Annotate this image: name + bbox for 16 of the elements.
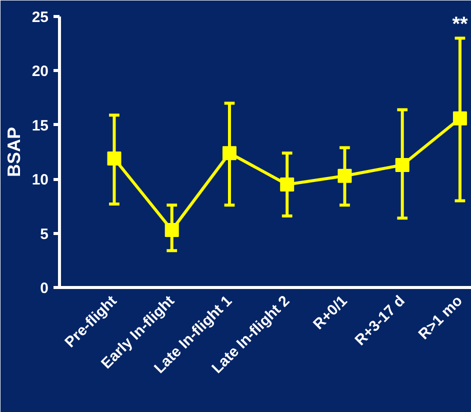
annotation: ** — [452, 14, 468, 36]
y-tick-label: 5 — [40, 226, 48, 243]
point — [280, 178, 294, 192]
point — [164, 223, 179, 238]
y-tick-label: 20 — [32, 63, 49, 80]
y-tick-label: 0 — [40, 280, 48, 297]
y-tick-label: 15 — [32, 117, 49, 134]
point — [107, 152, 122, 166]
point — [338, 168, 352, 183]
point — [222, 146, 236, 160]
y-axis-title: BSAP — [4, 126, 24, 178]
point — [395, 158, 410, 172]
y-tick-label: 25 — [32, 9, 49, 26]
point — [452, 111, 467, 126]
y-tick-label: 10 — [32, 172, 49, 189]
x-tick-label: R>1 mo — [415, 292, 466, 344]
